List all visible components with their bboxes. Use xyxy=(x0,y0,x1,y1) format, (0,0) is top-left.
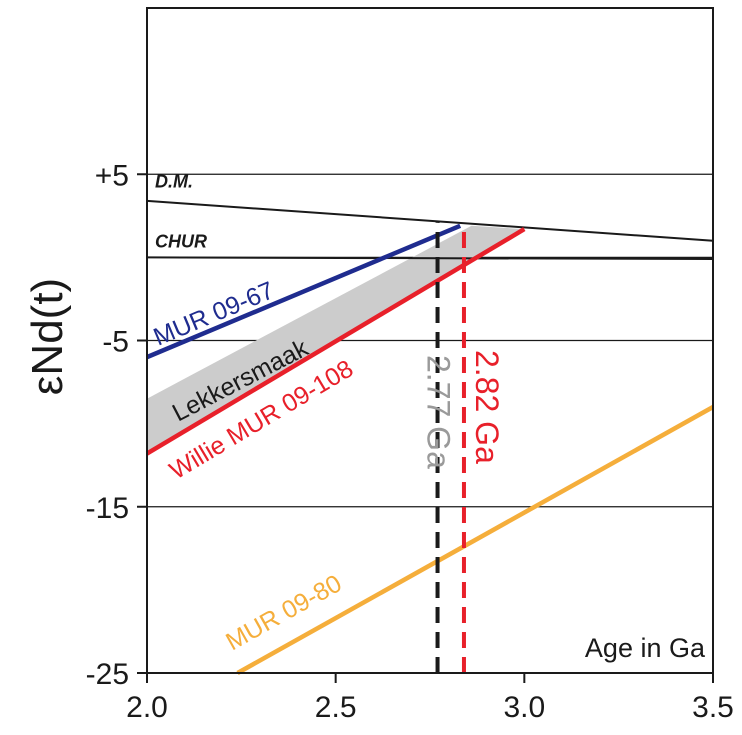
age-marker-label-2-82-ga: 2.82 Ga xyxy=(469,350,505,464)
ref-label-dm: D.M. xyxy=(155,172,193,192)
ref-label-chur: CHUR xyxy=(155,231,207,251)
age-marker-label-2-77-ga: 2.77 Ga xyxy=(421,355,457,469)
series-line-willie-mur-09-108 xyxy=(145,227,526,456)
reference-lines xyxy=(146,199,714,261)
corner-axis-label: Age in Ga xyxy=(585,633,706,663)
y-axis-label: εNd(t) xyxy=(23,278,72,395)
y-tick-label: -15 xyxy=(86,492,129,525)
x-tick-label: 3.5 xyxy=(692,691,734,724)
x-tick-label: 2.0 xyxy=(126,691,168,724)
series-lines xyxy=(145,223,715,675)
y-tick-label: +5 xyxy=(95,159,129,192)
x-tick-label: 2.5 xyxy=(315,691,357,724)
reference-line-d-m xyxy=(146,199,714,242)
age-markers xyxy=(435,222,466,673)
series-line-mur-09-67 xyxy=(146,223,462,360)
x-tick-label: 3.0 xyxy=(503,691,545,724)
series-label-mur-09-80: MUR 09-80 xyxy=(221,569,346,656)
series-line-mur-09-80 xyxy=(236,405,715,675)
axis-ticks: 2.0 2.5 3.0 3.5 +5 -5 -15 -25 xyxy=(86,159,734,724)
y-tick-label: -5 xyxy=(102,326,129,359)
reference-line-chur xyxy=(146,256,714,261)
y-tick-label: -25 xyxy=(86,658,129,691)
